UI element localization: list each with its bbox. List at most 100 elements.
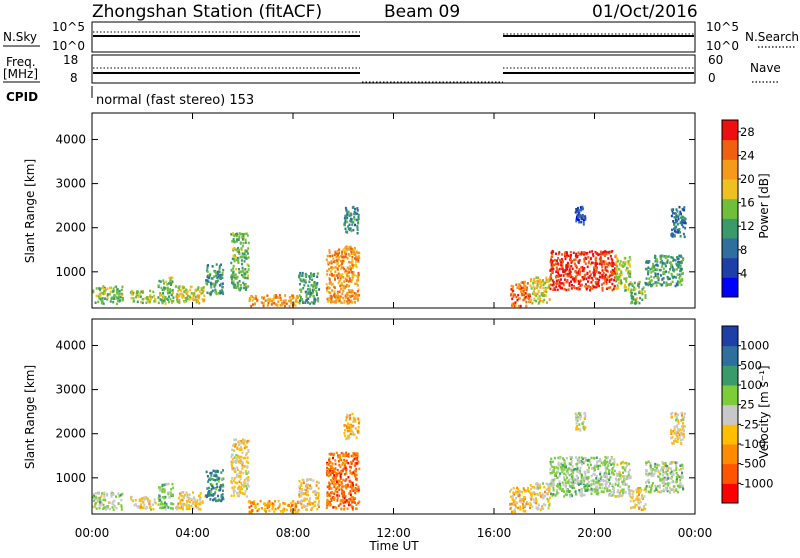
power-cell	[577, 270, 580, 273]
power-cell	[198, 294, 201, 298]
velocity-cell	[535, 501, 538, 505]
velocity-cell	[565, 466, 567, 469]
power-cell	[562, 260, 564, 263]
power-cell	[600, 261, 603, 264]
power-cell	[176, 298, 179, 302]
velocity-cell	[330, 465, 333, 468]
power-cell	[299, 271, 302, 275]
power-cell	[121, 285, 124, 289]
nsearch-tick-top: 10^5	[706, 20, 739, 34]
power-cell	[330, 260, 333, 263]
power-cell	[103, 288, 106, 291]
velocity-cell	[347, 422, 350, 425]
velocity-cell	[592, 456, 595, 460]
power-cell	[627, 263, 630, 266]
power-cell	[171, 280, 174, 283]
power-cell	[358, 256, 361, 260]
velocity-cell	[310, 508, 313, 511]
velocity-cell	[622, 460, 624, 464]
velocity-cell	[160, 506, 163, 509]
power-cell	[677, 265, 680, 269]
velocity-cell	[333, 492, 336, 496]
velocity-cell	[509, 490, 512, 493]
velocity-cell	[349, 499, 352, 502]
power-cell	[347, 267, 350, 271]
velocity-cell	[353, 473, 356, 476]
velocity-cell	[238, 455, 241, 459]
velocity-cell	[295, 505, 298, 508]
power-cell	[333, 286, 336, 289]
velocity-cell	[131, 499, 134, 502]
power-cell	[641, 291, 644, 294]
velocity-cell	[115, 507, 118, 510]
velocity-cell	[611, 483, 614, 486]
velocity-cell	[680, 431, 682, 435]
power-cell	[341, 256, 344, 259]
velocity-cell	[243, 481, 246, 485]
power-cell	[583, 274, 586, 277]
power-cell	[606, 270, 609, 273]
velocity-cell	[667, 477, 670, 480]
power-cell	[210, 285, 213, 288]
velocity-cell	[357, 426, 360, 429]
velocity-cell	[533, 492, 536, 496]
velocity-cell	[629, 499, 632, 503]
velocity-cell	[137, 506, 140, 509]
power-cell	[357, 258, 360, 262]
velocity-cell	[339, 465, 342, 469]
power-cell	[560, 263, 563, 267]
power-cell	[347, 210, 350, 214]
velocity-cell	[576, 458, 579, 462]
power-cell	[615, 279, 618, 283]
velocity-cell	[621, 488, 624, 491]
velocity-colorbar-label: Velocity [m s⁻¹]	[757, 365, 771, 458]
power-cell	[681, 223, 684, 227]
velocity-cell	[584, 425, 587, 429]
power-cell	[216, 276, 219, 279]
power-cell	[681, 221, 684, 224]
velocity-cell	[247, 461, 250, 465]
velocity-cell	[609, 489, 612, 492]
power-cell	[202, 286, 205, 289]
velocity-cell	[583, 479, 586, 483]
velocity-cell	[117, 492, 120, 495]
velocity-cell	[682, 434, 685, 438]
power-cell	[160, 299, 163, 302]
velocity-cell	[353, 469, 356, 473]
velocity-cell	[234, 459, 237, 463]
power-cell	[112, 289, 115, 293]
power-cell	[183, 290, 186, 293]
velocity-cell	[235, 454, 238, 457]
velocity-cell	[277, 499, 280, 503]
velocity-cell	[616, 490, 619, 494]
power-cell	[351, 260, 354, 264]
velocity-cell	[509, 503, 512, 506]
velocity-cell	[570, 481, 573, 484]
velocity-cell	[335, 487, 338, 491]
power-cell	[682, 232, 685, 236]
velocity-cell	[605, 482, 608, 485]
velocity-cell	[220, 495, 223, 498]
velocity-cell	[215, 482, 218, 486]
power-cell	[554, 258, 557, 262]
velocity-cell	[572, 481, 575, 484]
velocity-cell	[593, 490, 596, 493]
power-cell	[316, 272, 319, 275]
velocity-cell	[318, 500, 320, 503]
power-cell	[338, 274, 341, 277]
velocity-cell	[559, 472, 562, 475]
power-cell	[511, 297, 514, 301]
power-cell	[272, 297, 275, 301]
power-cell	[318, 288, 321, 291]
velocity-cell	[554, 494, 557, 497]
velocity-cell	[327, 463, 330, 466]
velocity-cell	[681, 438, 684, 441]
velocity-cell	[563, 468, 566, 471]
velocity-cell	[671, 480, 674, 484]
velocity-cell	[535, 482, 538, 486]
power-cell	[131, 289, 134, 293]
velocity-cell	[644, 507, 647, 511]
velocity-cell	[247, 470, 250, 473]
power-cell	[243, 256, 246, 259]
power-cell	[97, 300, 100, 304]
